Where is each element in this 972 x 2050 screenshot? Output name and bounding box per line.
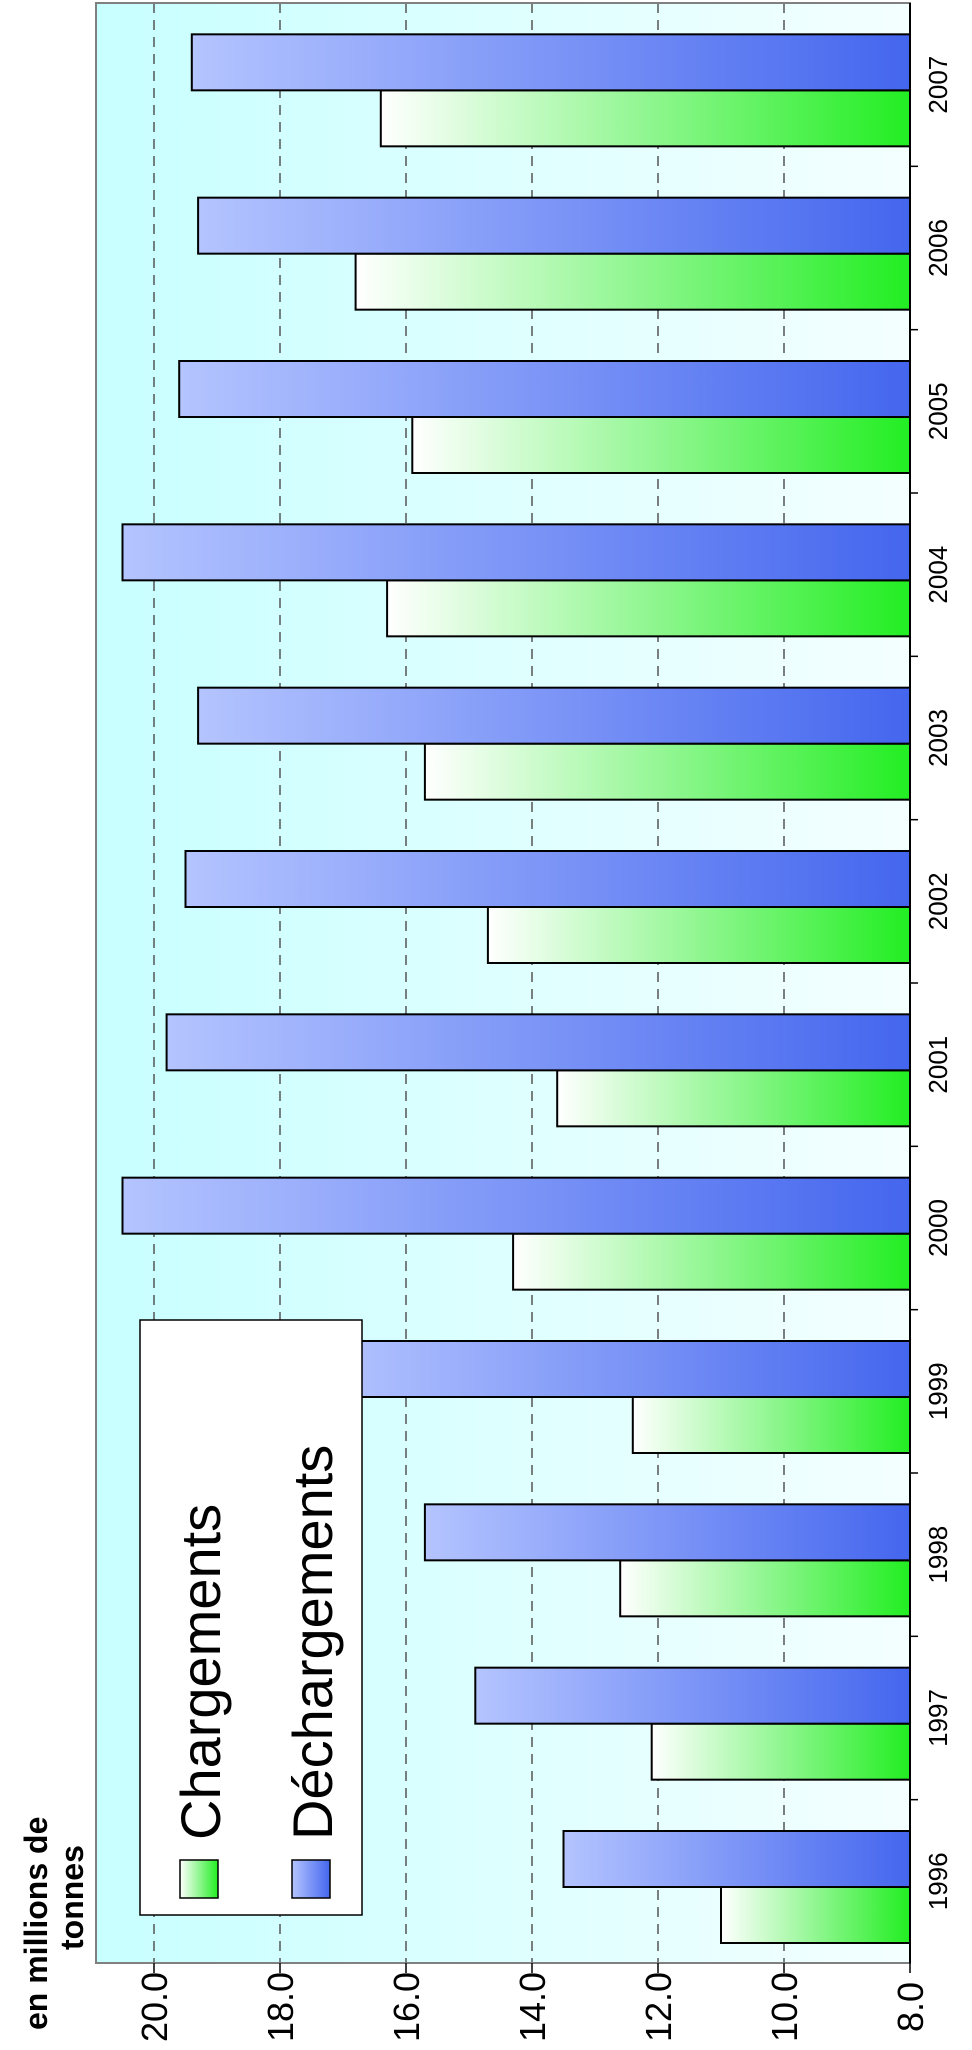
bar-dechargements bbox=[121, 523, 911, 582]
legend-box bbox=[139, 1319, 363, 1916]
x-tick-label: 2004 bbox=[923, 546, 953, 604]
x-tick-label: 1996 bbox=[923, 1852, 953, 1910]
bar-chargements bbox=[354, 252, 912, 311]
bar-chargements bbox=[631, 1396, 911, 1454]
x-tick-label: 2001 bbox=[923, 1036, 953, 1094]
y-tick-label: 16.0 bbox=[386, 1972, 427, 2042]
x-tick-label: 2003 bbox=[923, 709, 953, 767]
bar-dechargements bbox=[184, 850, 911, 908]
ylabel-line-2: tonnes bbox=[54, 1845, 90, 1950]
y-tick-label: 20.0 bbox=[134, 1972, 175, 2042]
bars bbox=[121, 33, 912, 1944]
legend-label-dechargements: Déchargements bbox=[281, 1445, 344, 1840]
x-tick-label: 2005 bbox=[923, 382, 953, 440]
bar-dechargements bbox=[329, 1340, 911, 1398]
bar-dechargements bbox=[562, 1830, 911, 1888]
legend: Chargements Déchargements bbox=[139, 1319, 363, 1916]
bar-chargements bbox=[423, 742, 911, 801]
bar-chargements bbox=[512, 1232, 911, 1291]
bar-chargements bbox=[556, 1069, 911, 1128]
bar-dechargements bbox=[423, 1503, 911, 1562]
bar-dechargements bbox=[165, 1013, 912, 1072]
y-tick-label: 18.0 bbox=[260, 1972, 301, 2042]
axes: 8.0 10.0 12.0 14.0 16.0 18.0 20.0 1996 1997 1998 1… bbox=[134, 3, 953, 2042]
legend-swatch-chargements bbox=[179, 1859, 219, 1899]
x-tick-label: 1999 bbox=[923, 1362, 953, 1420]
x-tick-label: 1998 bbox=[923, 1526, 953, 1584]
x-tick-label: 2007 bbox=[923, 56, 953, 114]
bar-dechargements bbox=[197, 196, 912, 255]
bar-dechargements bbox=[190, 33, 912, 92]
bar-chargements bbox=[379, 89, 911, 148]
bar-dechargements bbox=[474, 1666, 911, 1725]
y-tick-label: 14.0 bbox=[512, 1972, 553, 2042]
y-tick-label: 8.0 bbox=[890, 1982, 931, 2032]
bar-chargements bbox=[411, 416, 911, 474]
x-tick-label: 2006 bbox=[923, 219, 953, 277]
legend-swatch-dechargements bbox=[291, 1859, 331, 1899]
bar-chargements bbox=[650, 1722, 911, 1781]
ylabel-line-1: en millions de bbox=[18, 1817, 54, 2030]
legend-label-chargements: Chargements bbox=[169, 1504, 232, 1840]
bar-dechargements bbox=[121, 1176, 911, 1235]
bar-chargements bbox=[386, 579, 912, 638]
x-tick-label: 1997 bbox=[923, 1689, 953, 1747]
bar-dechargements bbox=[178, 360, 911, 418]
bar-dechargements bbox=[197, 686, 912, 745]
y-tick-label: 10.0 bbox=[764, 1972, 805, 2042]
bar-chargements bbox=[619, 1559, 911, 1618]
bar-chargements bbox=[720, 1886, 911, 1944]
y-tick-label: 12.0 bbox=[638, 1972, 679, 2042]
x-tick-label: 2002 bbox=[923, 872, 953, 930]
bar-chargements bbox=[486, 906, 911, 964]
x-tick-label: 2000 bbox=[923, 1199, 953, 1257]
